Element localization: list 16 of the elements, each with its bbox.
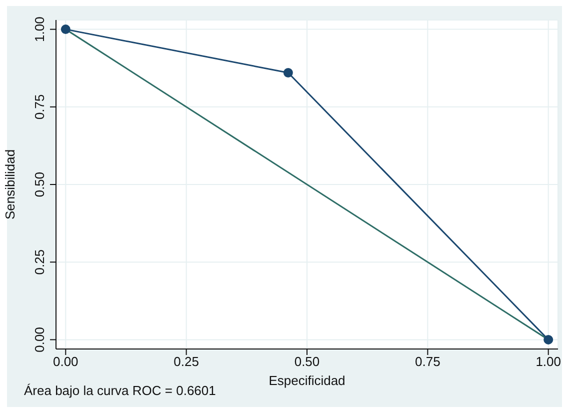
y-tick-label: 0.75	[32, 94, 47, 120]
x-tick-label: 0.25	[174, 354, 199, 370]
text: Área bajo la curva ROC = 0.6601	[24, 383, 216, 398]
y-tick-label: 0.50	[32, 172, 47, 198]
y-tick-label: 1.00	[32, 16, 47, 42]
x-tick-label: 0.00	[53, 354, 78, 370]
point	[60, 24, 70, 34]
point	[283, 68, 293, 78]
x-tick-label: 0.75	[415, 354, 440, 370]
point	[544, 334, 554, 344]
x-axis-title: Especificidad	[268, 373, 346, 388]
y-axis-title: Sensibilidad	[2, 149, 18, 220]
y-tick-label: 0.00	[32, 327, 47, 352]
x-tick-label: 0.50	[294, 354, 320, 370]
y-tick-label: 0.25	[32, 249, 47, 275]
x-tick-label: 1.00	[536, 354, 561, 370]
